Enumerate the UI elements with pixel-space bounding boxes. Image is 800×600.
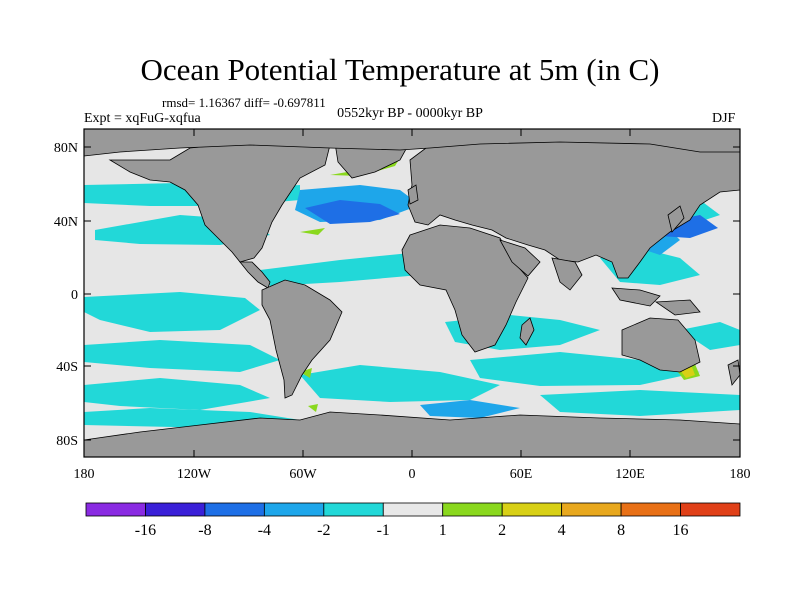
colorbar-box-2: [204, 502, 265, 517]
colorbar-box-8: [561, 502, 622, 517]
colorbar-box-1: [145, 502, 206, 517]
colorbar-label-2: -4: [258, 522, 271, 539]
colorbar-label-6: 2: [498, 522, 506, 539]
colorbar-box-6: [442, 502, 503, 517]
colorbar: [85, 502, 741, 517]
lon-ticks: [193, 129, 631, 457]
colorbar-box-4: [323, 502, 384, 517]
lon-label-0: 0: [409, 467, 416, 482]
lat-label-40s: 40S: [56, 360, 78, 375]
season-label: DJF: [712, 111, 736, 126]
lat-labels: 80N 40N 0 40S 80S: [54, 141, 78, 449]
map-panel: [84, 129, 740, 457]
period-label: 0552kyr BP - 0000kyr BP: [337, 106, 483, 121]
land-masses: [84, 129, 740, 457]
colorbar-label-9: 16: [673, 522, 689, 539]
colorbar-box-0: [85, 502, 146, 517]
colorbar-box-9: [620, 502, 681, 517]
lon-labels: 180 120W 60W 0 60E 120E 180: [74, 467, 751, 482]
colorbar-label-7: 4: [558, 522, 566, 539]
colorbar-label-3: -2: [317, 522, 330, 539]
lat-label-80s: 80S: [56, 434, 78, 449]
colorbar-box-10: [680, 502, 741, 517]
lon-label-120w: 120W: [177, 467, 212, 482]
stats-line: rmsd= 1.16367 diff= -0.697811: [162, 95, 326, 110]
lon-label-180e: 180: [730, 467, 751, 482]
lat-label-0: 0: [71, 288, 78, 303]
lat-label-80n: 80N: [54, 141, 78, 156]
lon-label-180w: 180: [74, 467, 95, 482]
colorbar-box-7: [501, 502, 563, 517]
colorbar-label-0: -16: [135, 522, 156, 539]
lat-ticks: [84, 146, 740, 441]
plot-title: Ocean Potential Temperature at 5m (in C): [140, 52, 660, 87]
lon-label-60e: 60E: [510, 467, 533, 482]
colorbar-label-1: -8: [198, 522, 211, 539]
experiment-label: Expt = xqFuG-xqfua: [84, 111, 201, 126]
lat-label-40n: 40N: [54, 215, 78, 230]
colorbar-box-5: [382, 502, 444, 517]
colorbar-label-5: 1: [439, 522, 447, 539]
colorbar-labels: -16 -8 -4 -2 -1 1 2 4 8 16: [135, 522, 689, 539]
lon-label-120e: 120E: [615, 467, 645, 482]
colorbar-box-3: [263, 502, 325, 517]
colorbar-label-8: 8: [617, 522, 625, 539]
lon-label-60w: 60W: [289, 467, 317, 482]
colorbar-label-4: -1: [377, 522, 390, 539]
